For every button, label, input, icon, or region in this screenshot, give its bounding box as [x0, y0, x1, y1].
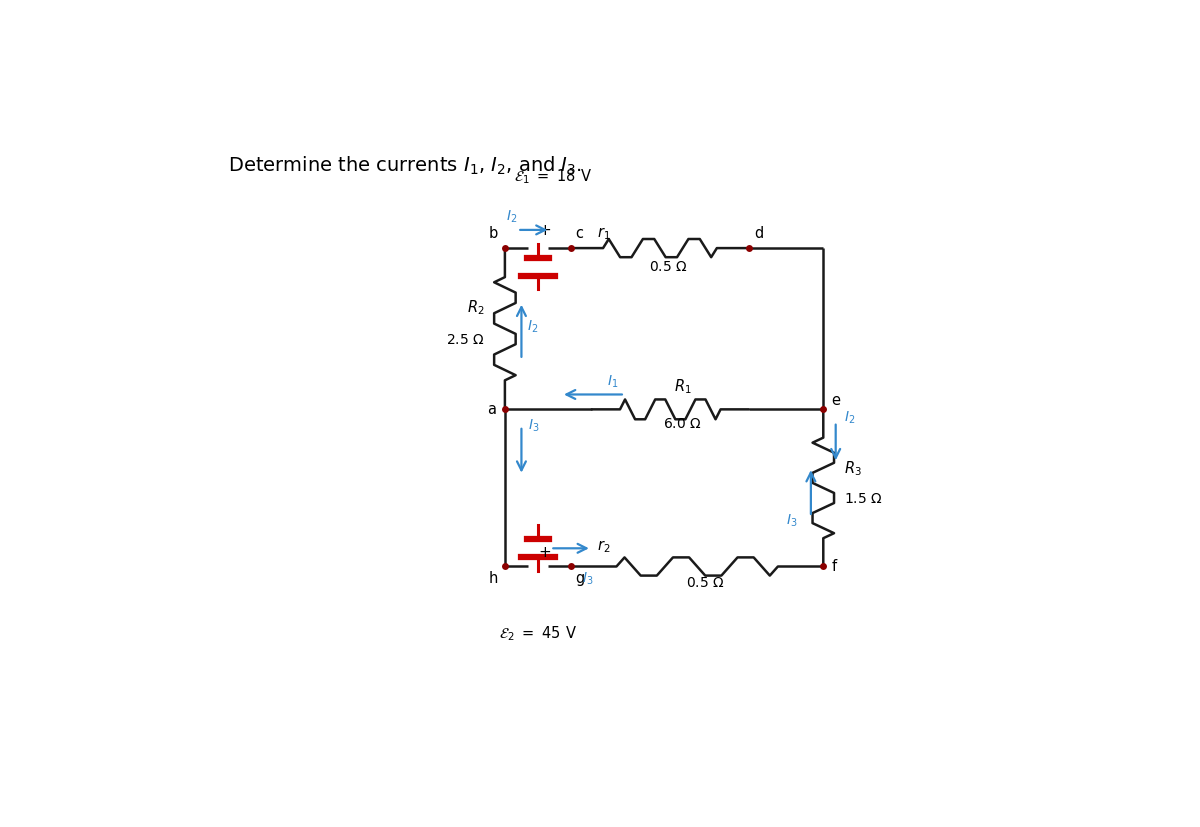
Text: $I_2$: $I_2$ [844, 409, 856, 426]
Text: a: a [487, 402, 497, 417]
Text: b: b [490, 226, 498, 241]
Text: 0.5 $\Omega$: 0.5 $\Omega$ [649, 261, 688, 275]
Text: e: e [832, 393, 840, 409]
Text: g: g [575, 571, 584, 586]
Text: $I_2$: $I_2$ [527, 318, 538, 335]
Text: 2.5 $\Omega$: 2.5 $\Omega$ [445, 332, 485, 347]
Text: $R_2$: $R_2$ [467, 299, 485, 317]
Text: $I_3$: $I_3$ [786, 513, 798, 529]
Text: $r_2$: $r_2$ [598, 538, 611, 555]
Text: $r_1$: $r_1$ [598, 225, 611, 242]
Text: $\mathcal{E}_2\ =\ 45\ \mathrm{V}$: $\mathcal{E}_2\ =\ 45\ \mathrm{V}$ [499, 624, 577, 643]
Text: $I_1$: $I_1$ [607, 374, 618, 390]
Text: d: d [754, 226, 763, 241]
Text: 0.5 $\Omega$: 0.5 $\Omega$ [686, 576, 725, 590]
Text: $\mathcal{E}_1\ =\ 18\ \mathrm{V}$: $\mathcal{E}_1\ =\ 18\ \mathrm{V}$ [514, 167, 592, 186]
Text: +: + [539, 545, 551, 560]
Text: $I_2$: $I_2$ [506, 208, 517, 225]
Text: 1.5 $\Omega$: 1.5 $\Omega$ [844, 492, 882, 506]
Text: $R_3$: $R_3$ [844, 459, 862, 478]
Text: f: f [832, 558, 836, 574]
Text: $I_3$: $I_3$ [582, 571, 593, 587]
Text: h: h [488, 571, 498, 586]
Text: $I_3$: $I_3$ [528, 418, 540, 434]
Text: +: + [539, 223, 551, 238]
Text: 6.0 $\Omega$: 6.0 $\Omega$ [664, 417, 702, 431]
Text: c: c [575, 226, 583, 241]
Text: Determine the currents $I_1$, $I_2$, and $I_3$.: Determine the currents $I_1$, $I_2$, and… [228, 155, 582, 176]
Text: $R_1$: $R_1$ [674, 377, 691, 396]
